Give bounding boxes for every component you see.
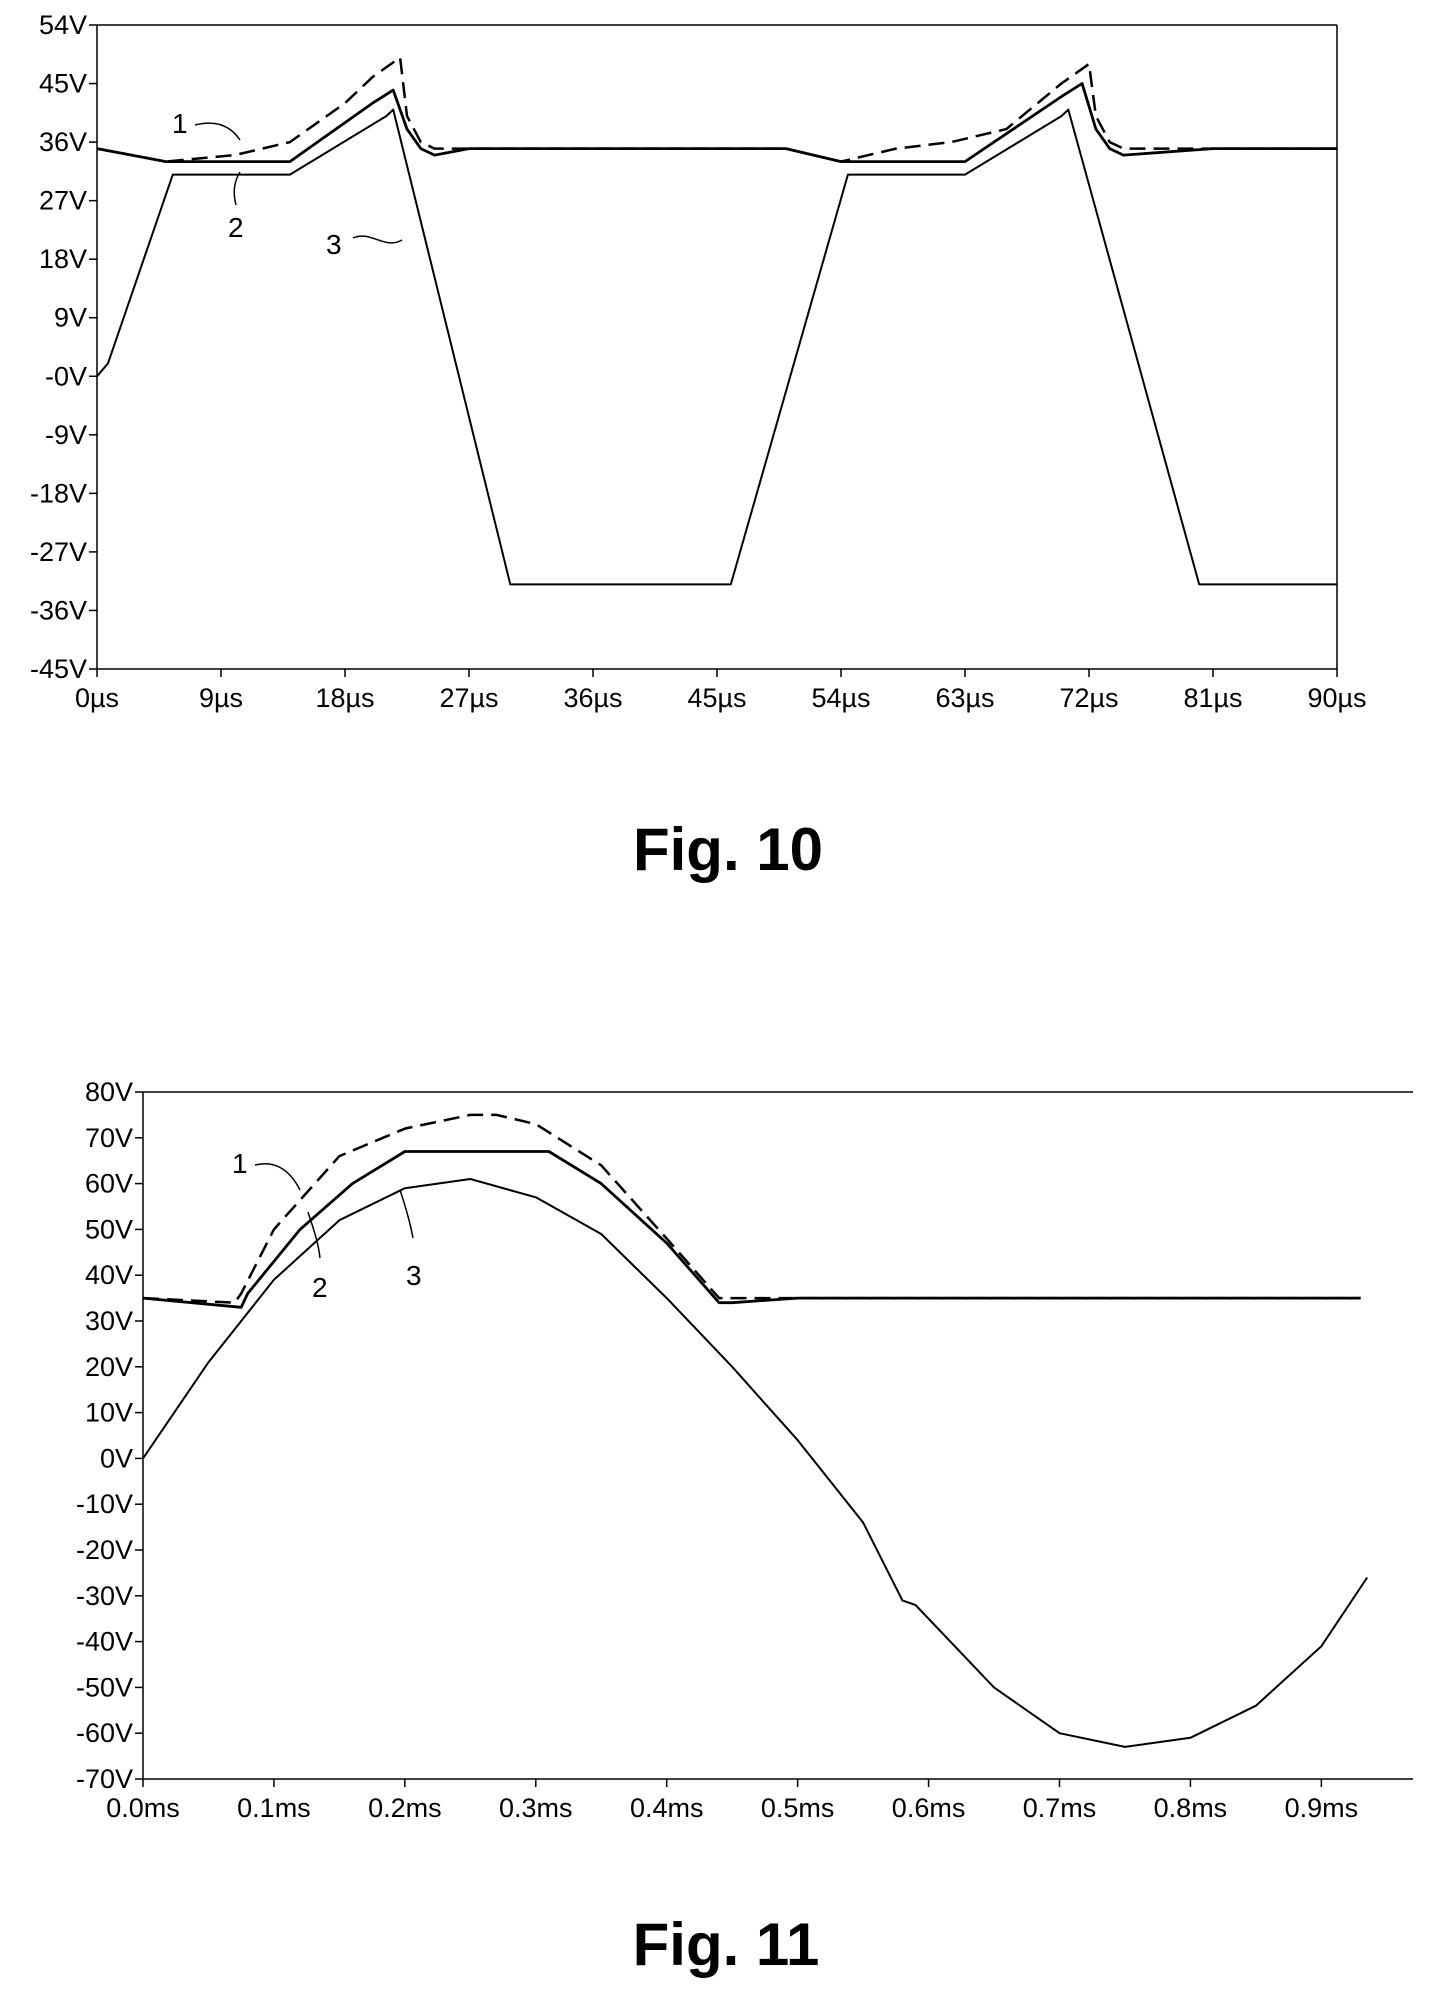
fig11-x-tick-label: 0.6ms bbox=[892, 1793, 966, 1823]
fig10-y-tick-label: -0V bbox=[45, 361, 87, 391]
fig11-x-tick-label: 0.7ms bbox=[1023, 1793, 1097, 1823]
fig10-y-tick-label: 54V bbox=[39, 10, 87, 40]
fig11-y-tick-label: -40V bbox=[76, 1627, 133, 1657]
fig11-series-2-line bbox=[142, 1150, 1361, 1309]
fig10-x-tick-label: 27µs bbox=[439, 683, 498, 713]
fig10-series-3-line bbox=[96, 108, 1337, 586]
fig10-callout-leader-3 bbox=[352, 235, 403, 244]
fig10-x-tick-label: 90µs bbox=[1307, 683, 1366, 713]
fig10-y-tick-label: 36V bbox=[39, 127, 87, 157]
fig10-callout-2: 2 bbox=[228, 212, 244, 243]
fig10-y-tick-label: 27V bbox=[39, 186, 87, 216]
fig11-y-tick-label: 0V bbox=[100, 1443, 133, 1473]
fig10-caption: Fig. 10 bbox=[633, 816, 823, 883]
fig11-y-tick-label: 30V bbox=[85, 1306, 133, 1336]
fig11-y-tick-label: -70V bbox=[76, 1764, 133, 1794]
fig10-y-tick-label: -9V bbox=[45, 420, 87, 450]
fig10-x-tick-label: 36µs bbox=[563, 683, 622, 713]
fig10-y-tick-label: 18V bbox=[39, 244, 87, 274]
fig10-x-tick-label: 45µs bbox=[687, 683, 746, 713]
fig11-y-tick-label: -10V bbox=[76, 1489, 133, 1519]
fig11-callout-leader-3 bbox=[399, 1189, 414, 1239]
fig11-x-tick-label: 0.9ms bbox=[1285, 1793, 1359, 1823]
fig10-y-tick-label: -27V bbox=[30, 537, 87, 567]
fig11-y-tick-label: 10V bbox=[85, 1398, 133, 1428]
fig10-callout-leader-1 bbox=[194, 122, 241, 141]
fig10-y-tick-label: -45V bbox=[30, 654, 87, 684]
fig11-y-tick-label: 80V bbox=[85, 1077, 133, 1107]
fig11-x-tick-label: 0.1ms bbox=[237, 1793, 311, 1823]
fig11-y-tick-label: 20V bbox=[85, 1352, 133, 1382]
fig10-y-tick-label: -36V bbox=[30, 595, 87, 625]
fig11-callout-leader-1 bbox=[254, 1163, 301, 1191]
fig11-callout-2: 2 bbox=[312, 1272, 328, 1303]
fig11-callout-1: 1 bbox=[232, 1148, 248, 1179]
fig10-series-1-line bbox=[96, 56, 1337, 163]
fig11-chart: 80V 70V 60V 50V 40V 30V 20V 10V 0V -10V -20V -30V -4… bbox=[76, 1077, 1413, 1978]
fig11-series-3-line bbox=[142, 1178, 1369, 1748]
fig11-y-tick-label: 50V bbox=[85, 1214, 133, 1244]
fig11-x-tick-label: 0.3ms bbox=[499, 1793, 573, 1823]
fig11-y-tick-label: -30V bbox=[76, 1581, 133, 1611]
fig10-x-tick-label: 0µs bbox=[75, 683, 119, 713]
fig11-x-tick-label: 0.4ms bbox=[630, 1793, 704, 1823]
fig10-chart: 54V45V36V27V18V9V-0V-9V-18V-27V-36V-45V … bbox=[30, 10, 1367, 883]
fig10-callout-leader-2 bbox=[233, 171, 241, 206]
fig10-y-tick-label: 45V bbox=[39, 69, 87, 99]
fig11-y-tick-label: 60V bbox=[85, 1169, 133, 1199]
fig11-series-1-line bbox=[142, 1113, 1361, 1304]
fig11-x-tick-label: 0.8ms bbox=[1154, 1793, 1228, 1823]
fig10-x-tick-label: 18µs bbox=[315, 683, 374, 713]
fig10-x-tick-label: 81µs bbox=[1183, 683, 1242, 713]
fig11-callout-leader-2 bbox=[307, 1211, 321, 1259]
fig10-y-tick-label: 9V bbox=[54, 303, 87, 333]
fig10-x-tick-label: 72µs bbox=[1059, 683, 1118, 713]
fig11-y-tick-label: -20V bbox=[76, 1535, 133, 1565]
fig11-y-tick-label: 40V bbox=[85, 1260, 133, 1290]
fig11-x-tick-label: 0.2ms bbox=[368, 1793, 442, 1823]
fig10-x-tick-label: 9µs bbox=[199, 683, 243, 713]
fig11-y-tick-label: 70V bbox=[85, 1123, 133, 1153]
fig11-callout-3: 3 bbox=[406, 1260, 422, 1291]
fig11-x-tick-label: 0.0ms bbox=[106, 1793, 180, 1823]
fig10-y-tick-label: -18V bbox=[30, 478, 87, 508]
fig11-y-tick-label: -50V bbox=[76, 1672, 133, 1702]
fig10-callout-1: 1 bbox=[172, 108, 188, 139]
fig10-x-tick-label: 63µs bbox=[935, 683, 994, 713]
fig10-callout-3: 3 bbox=[326, 229, 342, 260]
fig11-y-tick-label: -60V bbox=[76, 1718, 133, 1748]
fig10-x-tick-label: 54µs bbox=[811, 683, 870, 713]
fig11-x-tick-label: 0.5ms bbox=[761, 1793, 835, 1823]
fig10-series-2-line bbox=[96, 82, 1337, 163]
fig11-caption: Fig. 11 bbox=[633, 1911, 820, 1978]
